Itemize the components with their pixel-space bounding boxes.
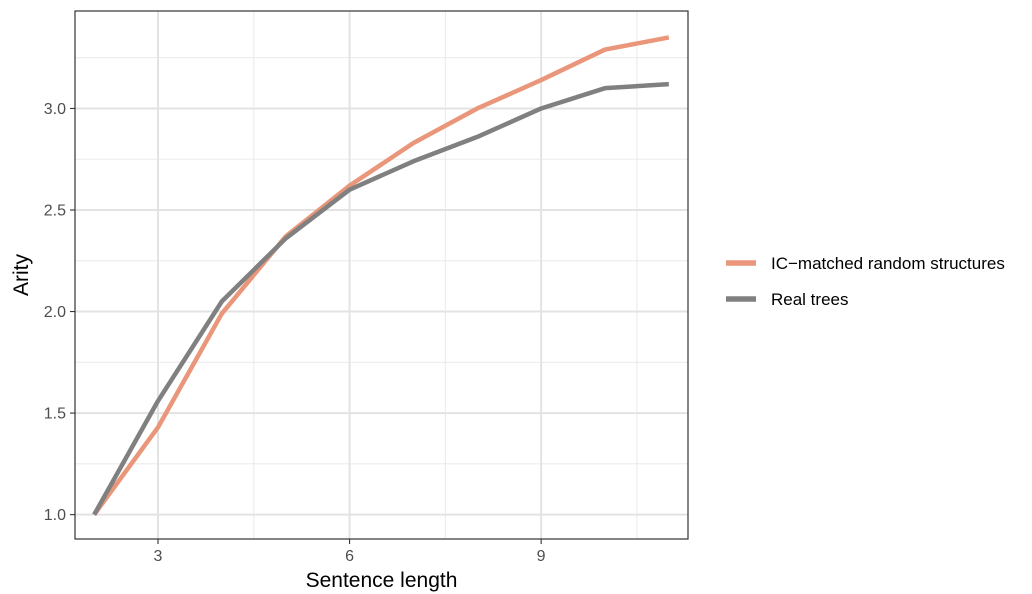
y-tick-label: 3.0 bbox=[44, 101, 66, 118]
y-tick-label: 2.5 bbox=[44, 203, 66, 220]
grid bbox=[75, 11, 688, 539]
x-tick-label: 6 bbox=[345, 548, 354, 565]
y-tick-label: 2.0 bbox=[44, 304, 66, 321]
x-axis-title: Sentence length bbox=[306, 569, 458, 592]
series-lines bbox=[92, 35, 670, 516]
legend-label: IC−matched random structures bbox=[771, 254, 1005, 273]
axes: 3 6 9 1.0 1.5 2.0 2.5 3.0 bbox=[44, 101, 546, 565]
series-line bbox=[92, 81, 669, 516]
x-tick-label: 3 bbox=[154, 548, 163, 565]
series-line bbox=[92, 35, 670, 516]
x-tick-label: 9 bbox=[537, 548, 546, 565]
legend-label: Real trees bbox=[771, 290, 848, 309]
plot-panel-border bbox=[74, 10, 689, 540]
y-tick-label: 1.5 bbox=[44, 406, 66, 423]
y-tick-label: 1.0 bbox=[44, 507, 66, 524]
y-axis-title: Arity bbox=[10, 254, 33, 297]
legend: IC−matched random structures Real trees bbox=[726, 254, 1005, 309]
